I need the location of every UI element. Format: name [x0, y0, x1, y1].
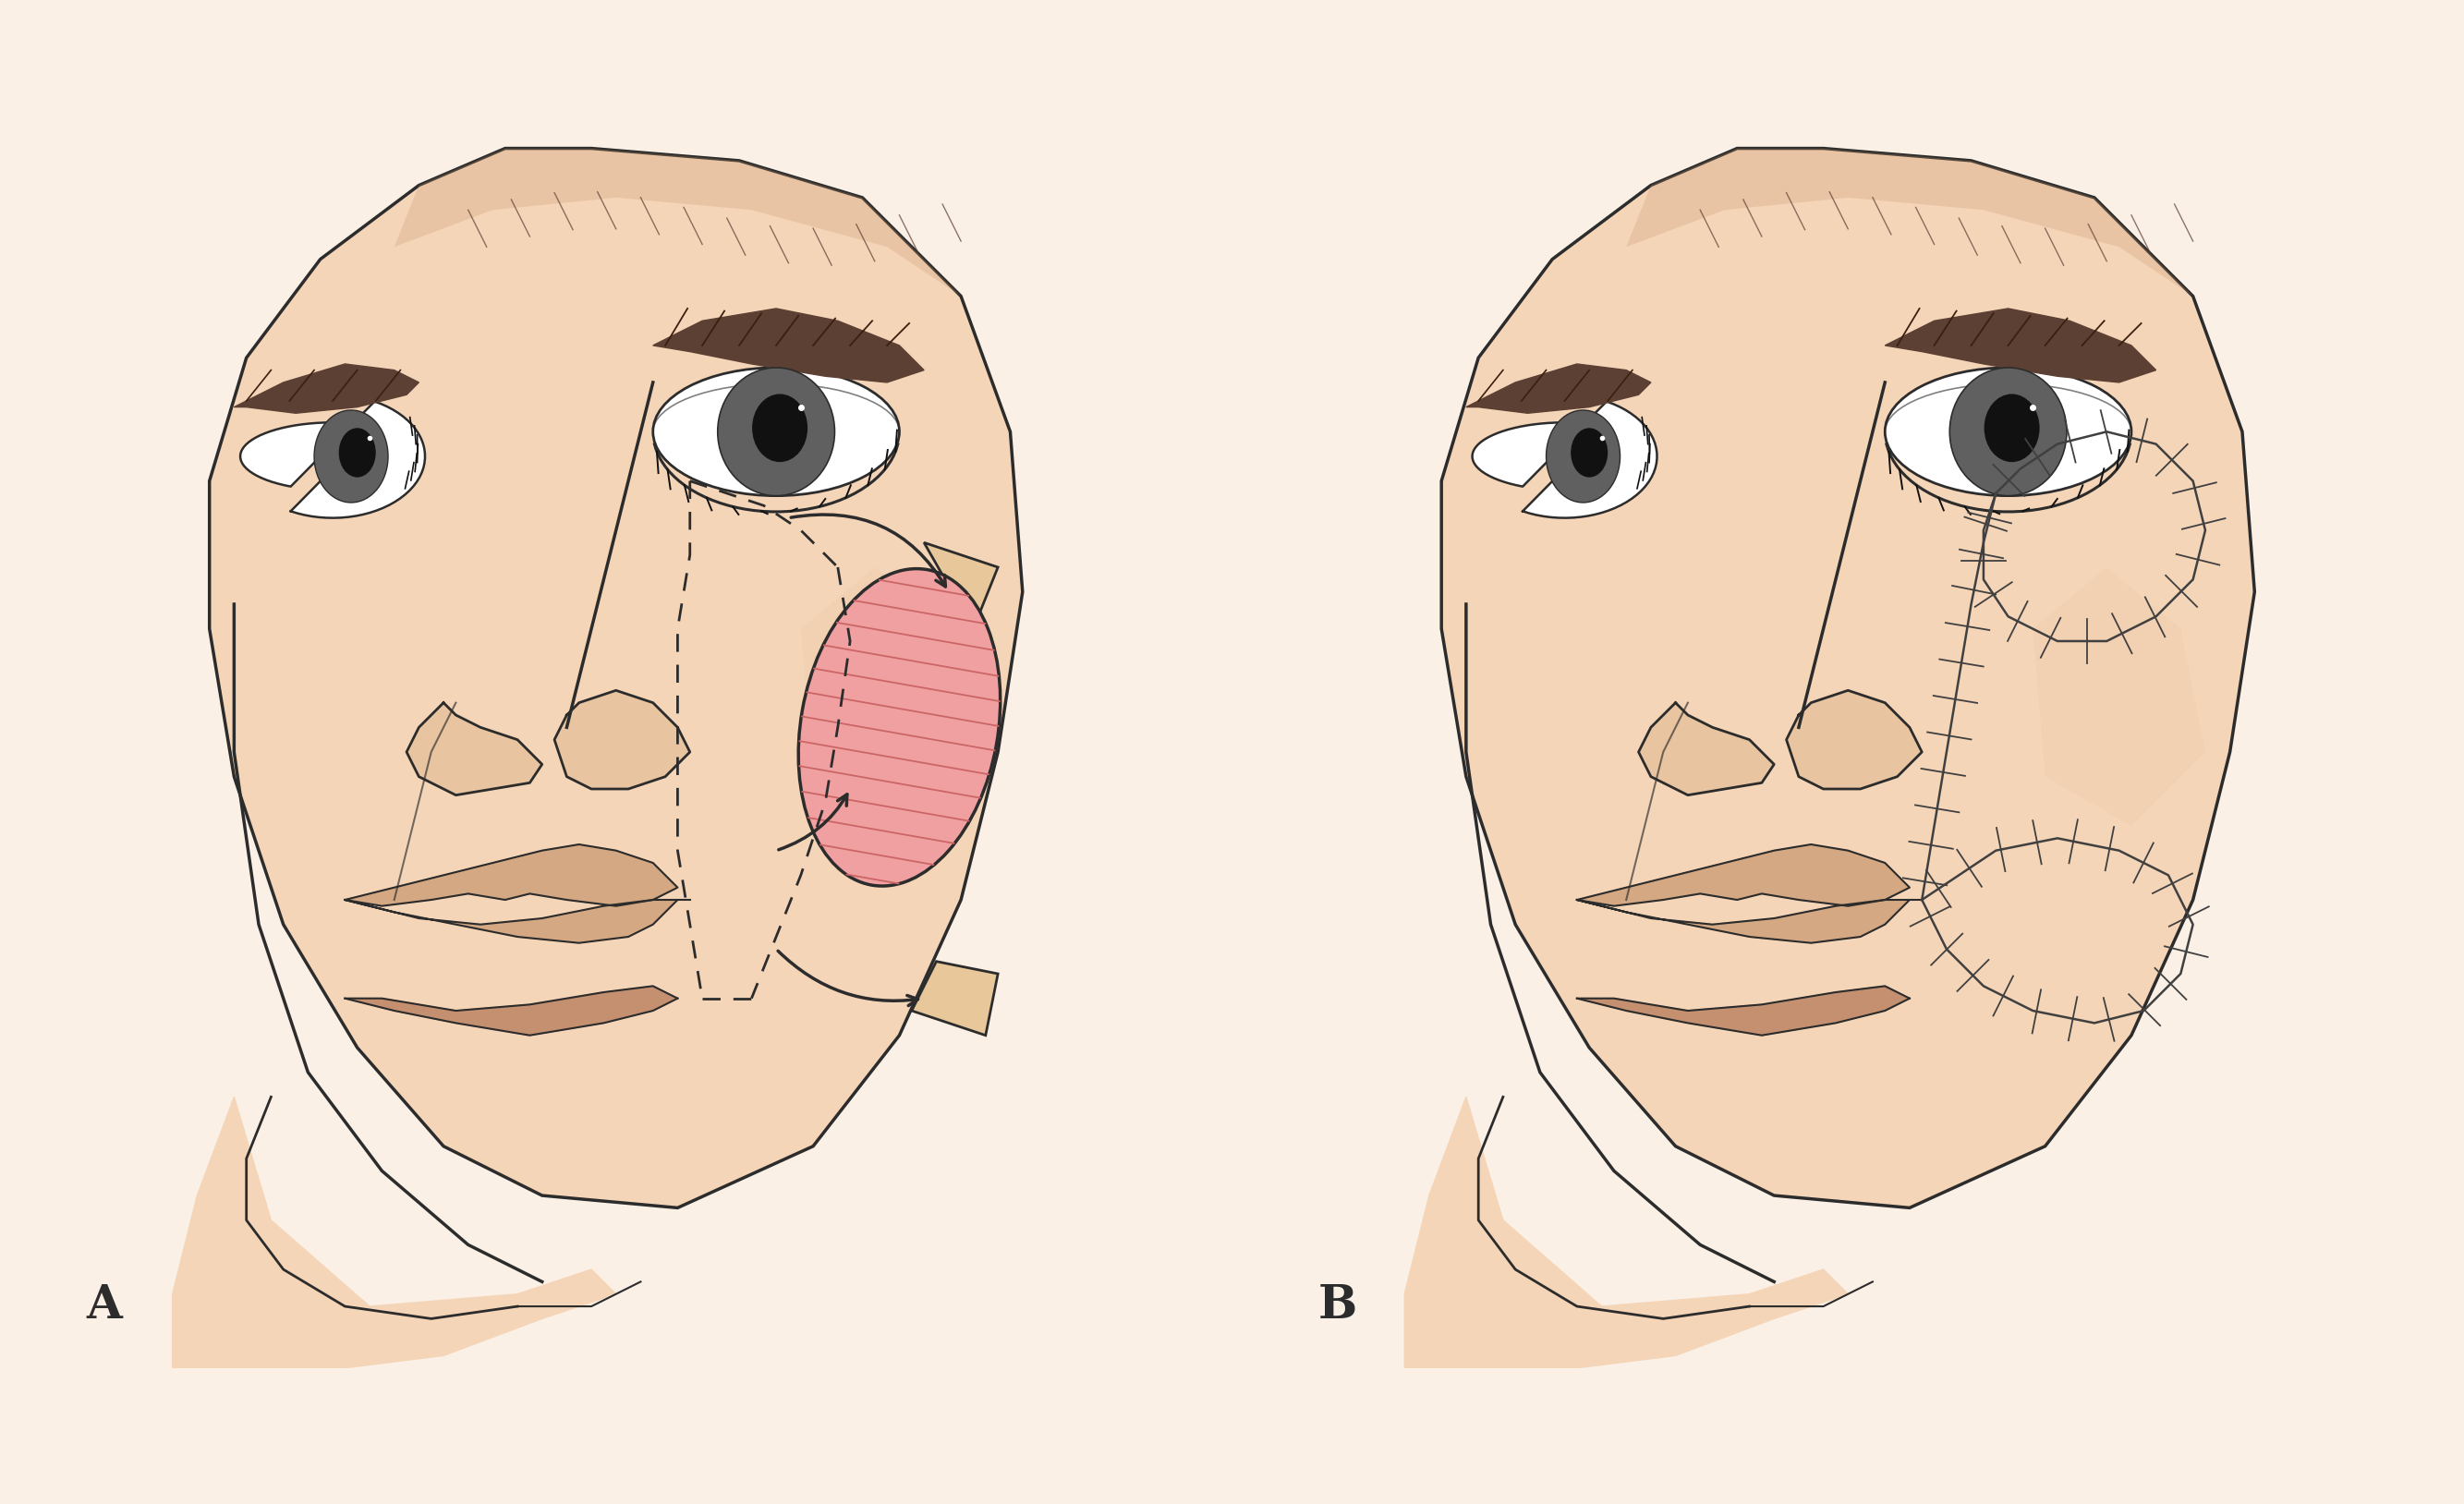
Text: B: B — [1318, 1283, 1358, 1330]
Polygon shape — [1639, 702, 1774, 796]
Polygon shape — [345, 844, 678, 905]
Polygon shape — [172, 1096, 616, 1369]
Ellipse shape — [340, 429, 377, 477]
Polygon shape — [1577, 899, 1910, 943]
Ellipse shape — [1949, 367, 2067, 496]
Text: A: A — [86, 1283, 123, 1330]
Ellipse shape — [1984, 394, 2040, 462]
Polygon shape — [1577, 987, 1910, 1035]
Polygon shape — [1577, 844, 1910, 905]
Polygon shape — [1663, 690, 1922, 802]
Ellipse shape — [1547, 411, 1621, 502]
Polygon shape — [653, 308, 924, 382]
Polygon shape — [345, 987, 678, 1035]
Polygon shape — [1626, 149, 2193, 296]
Polygon shape — [241, 402, 424, 517]
Polygon shape — [234, 364, 419, 414]
Polygon shape — [1466, 364, 1651, 414]
Polygon shape — [394, 149, 961, 296]
Polygon shape — [1885, 308, 2156, 382]
Polygon shape — [2033, 567, 2205, 826]
Polygon shape — [1441, 149, 2255, 1208]
Ellipse shape — [653, 367, 899, 496]
Polygon shape — [801, 567, 973, 826]
Ellipse shape — [752, 394, 808, 462]
Polygon shape — [924, 543, 998, 629]
Polygon shape — [345, 899, 678, 943]
Polygon shape — [1786, 690, 1922, 790]
Polygon shape — [1473, 402, 1656, 517]
Polygon shape — [407, 702, 542, 796]
Ellipse shape — [798, 569, 1000, 886]
Ellipse shape — [1885, 367, 2131, 496]
Polygon shape — [1404, 1096, 1848, 1369]
Ellipse shape — [315, 411, 389, 502]
Polygon shape — [554, 690, 690, 790]
Ellipse shape — [717, 367, 835, 496]
Polygon shape — [209, 149, 1023, 1208]
Polygon shape — [912, 961, 998, 1035]
Ellipse shape — [1572, 429, 1609, 477]
Polygon shape — [431, 690, 690, 802]
